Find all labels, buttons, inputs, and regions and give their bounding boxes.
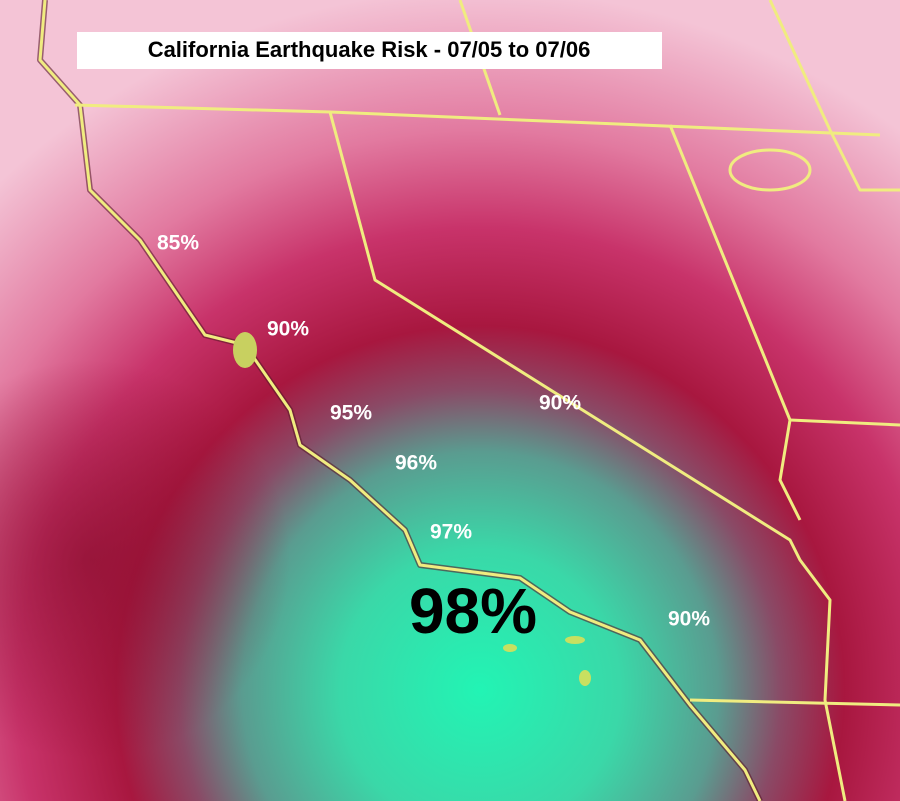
- coastline: [38, 0, 762, 801]
- risk-label: 85%: [157, 232, 199, 255]
- state-line: [668, 124, 802, 521]
- title-box: [77, 32, 662, 69]
- bay: [233, 332, 257, 368]
- risk-label: 90%: [539, 392, 581, 415]
- state-line: [789, 418, 900, 427]
- island: [503, 644, 517, 652]
- risk-label: 97%: [430, 521, 472, 544]
- island: [579, 670, 591, 686]
- risk-label-max: 98%: [409, 575, 537, 647]
- risk-label: 90%: [267, 318, 309, 341]
- borders: [37, 0, 900, 801]
- risk-label: 90%: [668, 608, 710, 631]
- risk-label: 95%: [330, 402, 372, 425]
- island: [565, 636, 585, 644]
- state-line: [768, 0, 900, 192]
- state-line: [689, 698, 900, 707]
- lake: [728, 148, 812, 192]
- risk-label: 96%: [395, 452, 437, 475]
- state-line: [328, 111, 847, 801]
- title: California Earthquake Risk - 07/05 to 07…: [148, 37, 591, 62]
